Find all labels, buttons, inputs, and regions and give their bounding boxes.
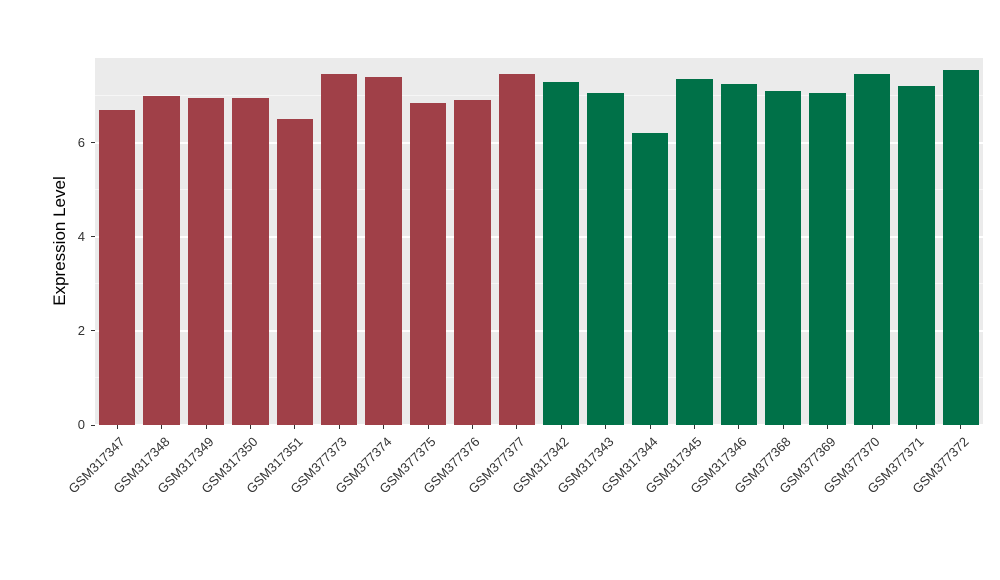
y-axis: 0 2 4 6: [0, 58, 95, 432]
y-tick-mark: [91, 236, 95, 238]
plot-panel: [95, 58, 983, 426]
bar: [98, 109, 136, 425]
y-tick-mark: [91, 330, 95, 332]
bar: [676, 79, 713, 425]
x-tick-mark: [294, 425, 296, 429]
x-tick-mark: [249, 425, 251, 429]
bar: [809, 93, 846, 425]
bar: [187, 97, 225, 425]
bar: [143, 95, 180, 425]
gridline-major: [95, 329, 983, 332]
bar: [454, 100, 491, 425]
bar: [898, 86, 935, 425]
x-tick-mark: [827, 425, 829, 429]
bar: [232, 97, 269, 425]
bar: [320, 74, 358, 425]
gridline-minor: [95, 283, 983, 285]
gridline-minor: [95, 377, 983, 379]
bar: [542, 81, 580, 425]
bar: [853, 74, 891, 425]
x-tick-mark: [871, 425, 873, 429]
bar: [631, 133, 669, 425]
x-tick-mark: [427, 425, 429, 429]
x-tick-mark: [471, 425, 473, 429]
gridline-major: [95, 235, 983, 238]
gridline-minor: [95, 189, 983, 191]
y-tick-mark: [91, 142, 95, 144]
x-tick-mark: [116, 425, 118, 429]
bar: [764, 90, 802, 425]
x-tick-mark: [693, 425, 695, 429]
x-tick-mark: [516, 425, 518, 429]
x-tick-mark: [782, 425, 784, 429]
bar: [942, 69, 979, 425]
gridline-major: [95, 424, 983, 426]
x-axis: GSM317347 GSM317348 GSM317349 GSM317350 GSM3…: [66, 425, 983, 575]
y-tick-label: 6: [77, 134, 85, 150]
gridline-major: [95, 141, 983, 144]
x-tick-mark: [738, 425, 740, 429]
gridline-minor: [95, 95, 983, 97]
y-tick-label: 0: [77, 417, 85, 432]
bar: [409, 102, 447, 425]
x-tick-mark: [560, 425, 562, 429]
x-tick-mark: [161, 425, 163, 429]
bar: [498, 74, 535, 425]
x-tick-mark: [383, 425, 385, 429]
bar: [276, 119, 313, 425]
x-tick-mark: [649, 425, 651, 429]
y-tick-label: 4: [77, 228, 85, 244]
y-tick-label: 2: [77, 322, 85, 338]
x-tick-mark: [338, 425, 340, 429]
y-tick-mark: [91, 424, 95, 426]
x-tick-mark: [915, 425, 917, 429]
bar: [365, 76, 402, 425]
x-tick-mark: [960, 425, 962, 429]
x-tick-mark: [605, 425, 607, 429]
x-tick-mark: [205, 425, 207, 429]
bar: [720, 83, 757, 425]
bar: [587, 93, 624, 425]
